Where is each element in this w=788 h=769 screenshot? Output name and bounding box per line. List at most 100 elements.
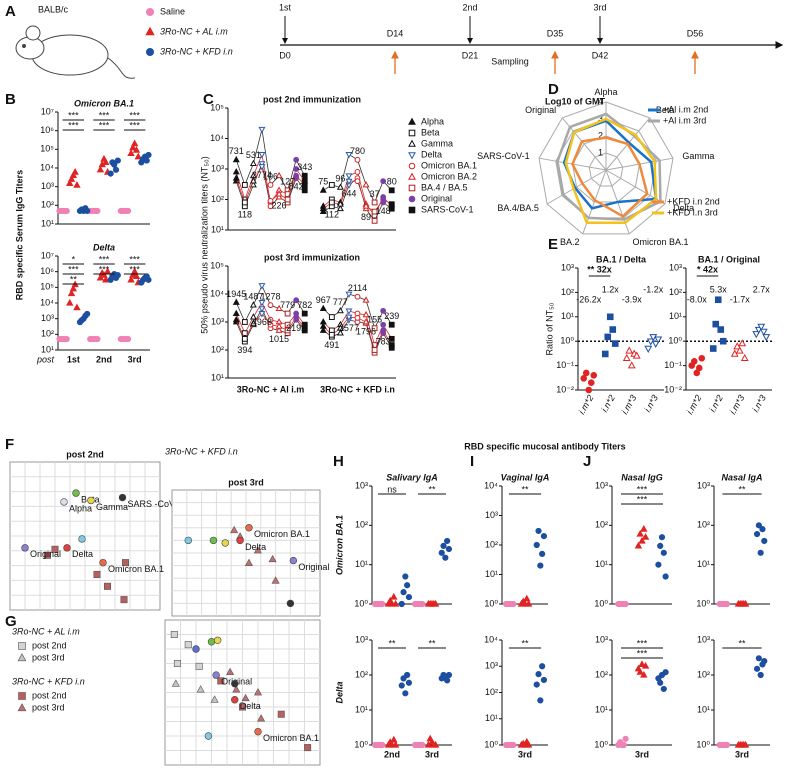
legend-marker (146, 48, 154, 56)
x-tick-label: 2nd (384, 749, 400, 759)
legend-marker (408, 162, 416, 170)
point (537, 562, 544, 569)
point (241, 693, 250, 702)
significance: ** (738, 484, 746, 494)
point (241, 335, 248, 342)
point (21, 544, 29, 552)
x-tick-label: 3Ro-NC + KFD i.n (320, 384, 395, 394)
point-label: Alpha (69, 503, 92, 513)
point (662, 669, 669, 676)
point (319, 204, 327, 212)
point (301, 310, 308, 317)
point (96, 165, 105, 173)
significance: *** (68, 264, 79, 274)
significance: *** (99, 264, 110, 274)
x-tick-label: i.n*2 (599, 393, 617, 414)
point (362, 310, 370, 318)
point (388, 187, 395, 194)
point (71, 167, 79, 175)
point (63, 544, 71, 552)
significance: *** (99, 120, 110, 130)
y-tick-label: 10⁵ (40, 282, 54, 292)
significance: ns (387, 484, 397, 494)
fold-label: -26.2x (576, 294, 602, 304)
gmt-label: 239 (384, 311, 399, 321)
point-label: Delta (72, 549, 93, 559)
point (204, 732, 213, 740)
point (638, 536, 646, 544)
point (145, 276, 152, 283)
point (184, 536, 192, 545)
panel-letter: C (203, 91, 214, 108)
axis-label: Omicron BA.1 (633, 237, 689, 247)
y-tick-label: 10⁵ (40, 144, 54, 154)
r-tick-label: 3 (598, 113, 603, 123)
gmt-label: 89 (361, 212, 371, 222)
grid-ring (588, 152, 624, 187)
point (275, 322, 283, 329)
series-line (564, 117, 658, 224)
point (232, 155, 240, 163)
y-axis-label: Ratio of NT₅₀ (544, 302, 554, 355)
point (63, 335, 70, 343)
point (328, 199, 335, 206)
y-tick-label: 10⁷ (41, 250, 54, 260)
chart-title: post 2nd (66, 449, 104, 459)
gmt-label: 343 (297, 162, 312, 172)
point (622, 600, 629, 608)
point-label: Omicron BA.1 (254, 529, 310, 539)
chart-title: Omicron BA.1 (74, 98, 134, 108)
significance: *** (129, 120, 140, 130)
point (118, 493, 127, 502)
chart-title: post 2nd immunization (263, 94, 361, 104)
point (419, 741, 426, 749)
point (644, 345, 653, 353)
point (284, 196, 291, 203)
gmt-label: 967 (316, 295, 331, 305)
legend-label: post 3rd (32, 702, 65, 712)
point (655, 561, 662, 568)
point (354, 293, 361, 300)
point (301, 187, 308, 194)
y-tick-label: 10² (561, 287, 574, 297)
point (100, 270, 108, 278)
dose-label: 2nd (462, 2, 477, 12)
point (390, 592, 398, 600)
point (354, 178, 361, 185)
panel-letter: I (470, 453, 474, 470)
legend-label: post 2nd (32, 640, 67, 650)
y-tick-label: 10¹ (41, 344, 54, 354)
point (232, 685, 241, 693)
legend-label: +KFD i.n 2nd (667, 196, 720, 206)
point (192, 645, 200, 653)
point (232, 309, 240, 316)
point (232, 315, 240, 323)
chart-title: post 3rd immunization (264, 252, 360, 262)
gmt-label: 2774 (252, 170, 272, 180)
point (319, 326, 327, 333)
point (345, 291, 353, 298)
point (134, 152, 142, 160)
point (379, 600, 386, 608)
axis-label: Original (525, 105, 556, 115)
point (380, 196, 387, 203)
panel-letter: A (5, 3, 16, 20)
point (741, 740, 750, 748)
point (336, 329, 344, 336)
panel-letter: E (548, 236, 558, 253)
x-tick-label: 1st (67, 354, 80, 364)
point (267, 203, 274, 210)
point (690, 358, 698, 365)
gmt-label: 777 (333, 297, 348, 307)
legend-marker (17, 653, 27, 662)
point (184, 641, 192, 649)
point (445, 545, 453, 553)
gmt-label: 1945 (226, 289, 246, 299)
x-tick-label: i.n*2 (707, 393, 725, 414)
point (654, 336, 663, 344)
y-axis-label: 50% pseudo virus neutralization titers (… (199, 156, 209, 333)
y-tick-label: 10⁴ (40, 162, 54, 172)
y-tick-label: 10² (697, 669, 710, 679)
gmt-label: 155 (367, 315, 382, 325)
series-line (571, 136, 649, 218)
